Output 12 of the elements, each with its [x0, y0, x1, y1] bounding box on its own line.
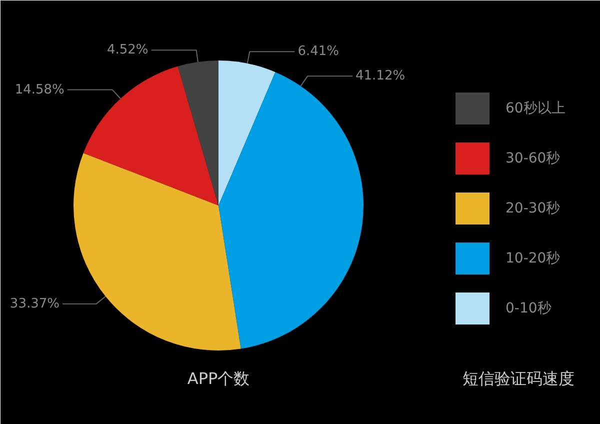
legend-label: 0-10秒: [506, 300, 552, 316]
text: APP个数: [187, 369, 250, 388]
data-label: 33.37%: [10, 296, 60, 312]
data-label: 14.58%: [14, 82, 64, 98]
data-label: 41.12%: [356, 68, 406, 84]
legend-title: 短信验证码速度: [462, 369, 574, 388]
legend-label: 20-30秒: [506, 200, 560, 216]
data-label: 4.52%: [106, 42, 148, 58]
legend-label: 60秒以上: [506, 100, 566, 116]
data-label: 6.41%: [298, 44, 340, 60]
legend-label: 30-60秒: [506, 150, 560, 166]
legend-label: 10-20秒: [506, 250, 560, 266]
